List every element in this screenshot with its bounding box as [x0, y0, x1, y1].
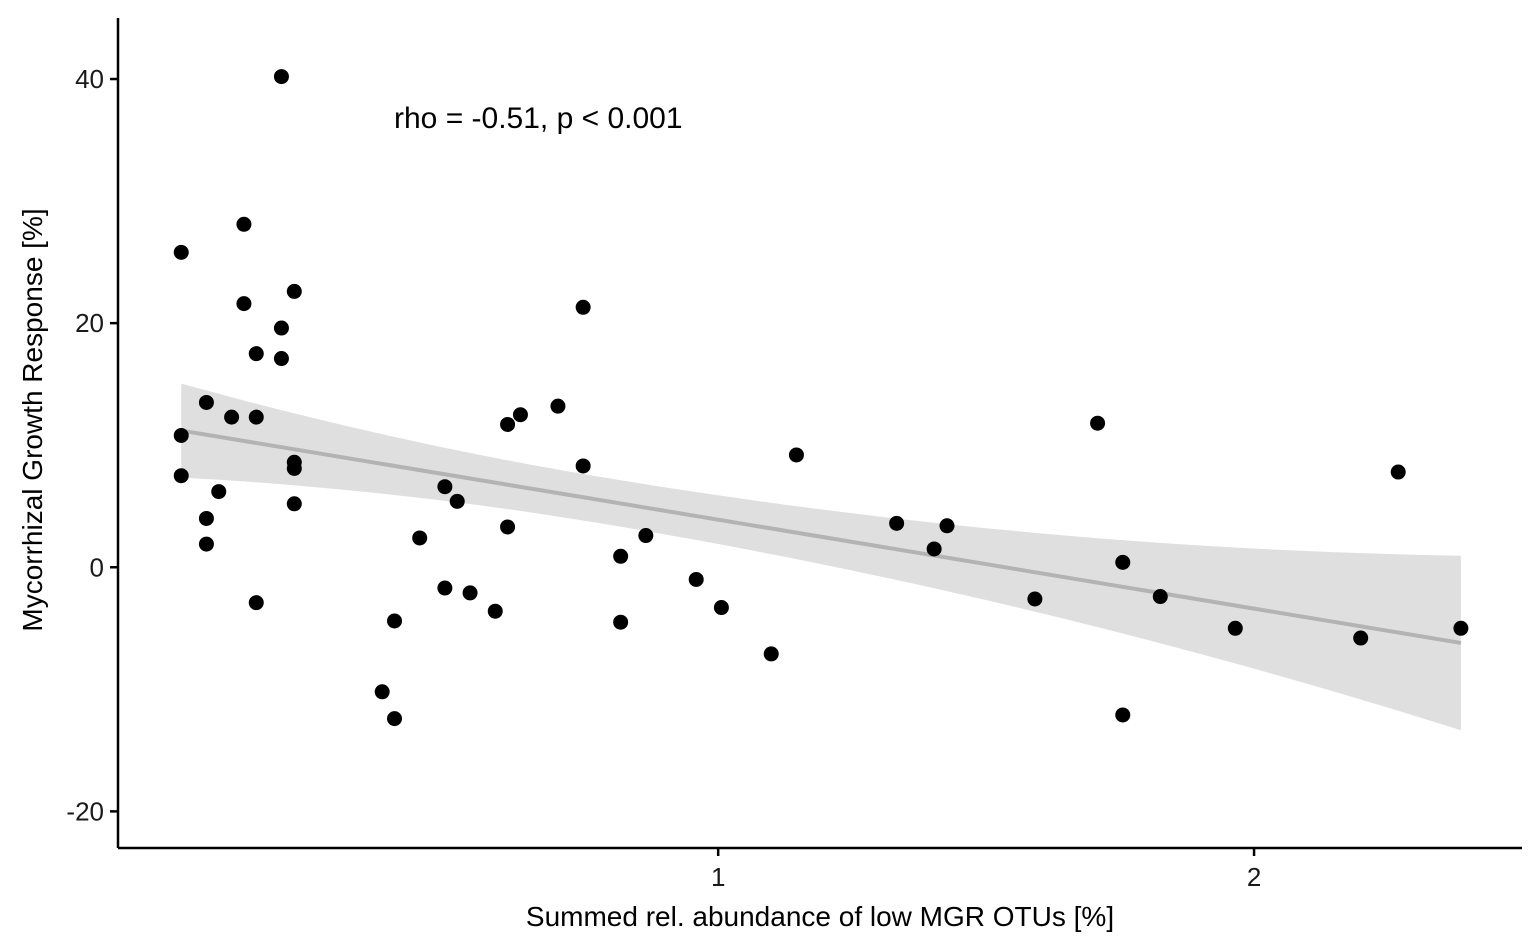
data-point	[713, 600, 729, 616]
data-point	[248, 346, 264, 362]
data-point	[236, 296, 252, 312]
data-point	[286, 460, 302, 476]
data-point	[575, 299, 591, 315]
data-point	[387, 613, 403, 629]
data-point	[374, 684, 390, 700]
data-point	[1353, 630, 1369, 646]
data-point	[638, 528, 654, 544]
y-axis-title: Mycorrhizal Growth Response [%]	[17, 208, 48, 631]
data-point	[248, 595, 264, 611]
data-point	[1115, 707, 1131, 723]
points-layer	[173, 69, 1469, 727]
axes-layer	[116, 18, 1522, 850]
data-point	[224, 409, 240, 425]
data-point	[437, 479, 453, 495]
confidence-band	[181, 383, 1461, 731]
data-point	[500, 519, 516, 535]
data-point	[613, 548, 629, 564]
data-point	[273, 351, 289, 367]
data-point	[286, 283, 302, 299]
data-point	[763, 646, 779, 662]
y-tick-label: 40	[75, 64, 104, 94]
data-point	[788, 447, 804, 463]
data-point	[236, 216, 252, 232]
data-point	[273, 69, 289, 85]
data-point	[211, 484, 227, 500]
data-point	[273, 320, 289, 336]
data-point	[248, 409, 264, 425]
data-point	[688, 571, 704, 587]
data-point	[1453, 620, 1469, 636]
regression-line	[180, 428, 1462, 645]
data-point	[1115, 554, 1131, 570]
data-point	[512, 407, 528, 423]
data-point	[462, 585, 478, 601]
data-point	[613, 614, 629, 630]
data-point	[173, 244, 189, 260]
data-point	[173, 427, 189, 443]
data-point	[449, 493, 465, 509]
y-tick-label: 20	[75, 308, 104, 338]
fit-line-layer	[180, 428, 1462, 645]
data-point	[198, 536, 214, 552]
data-point	[412, 530, 428, 546]
data-point	[173, 468, 189, 484]
data-point	[387, 711, 403, 727]
data-point	[926, 541, 942, 557]
data-point	[575, 458, 591, 474]
data-point	[1152, 589, 1168, 605]
data-point	[939, 518, 955, 534]
confidence-band-layer	[181, 383, 1461, 731]
data-point	[889, 515, 905, 531]
y-tick-label: -20	[66, 796, 104, 826]
data-point	[487, 603, 503, 619]
data-point	[1027, 591, 1043, 607]
ticks-layer: 40 20 0 -20 1 2	[66, 64, 1261, 892]
data-point	[1390, 464, 1406, 480]
x-axis-title: Summed rel. abundance of low MGR OTUs [%…	[526, 901, 1114, 932]
data-point	[286, 496, 302, 512]
data-point	[198, 394, 214, 410]
y-tick-label: 0	[90, 552, 104, 582]
data-point	[1227, 620, 1243, 636]
data-point	[198, 510, 214, 526]
data-point	[437, 580, 453, 596]
x-tick-label: 2	[1247, 862, 1261, 892]
x-tick-label: 1	[711, 862, 725, 892]
data-point	[550, 398, 566, 414]
data-point	[1090, 415, 1106, 431]
data-point	[500, 416, 516, 432]
correlation-annotation: rho = -0.51, p < 0.001	[394, 102, 683, 135]
